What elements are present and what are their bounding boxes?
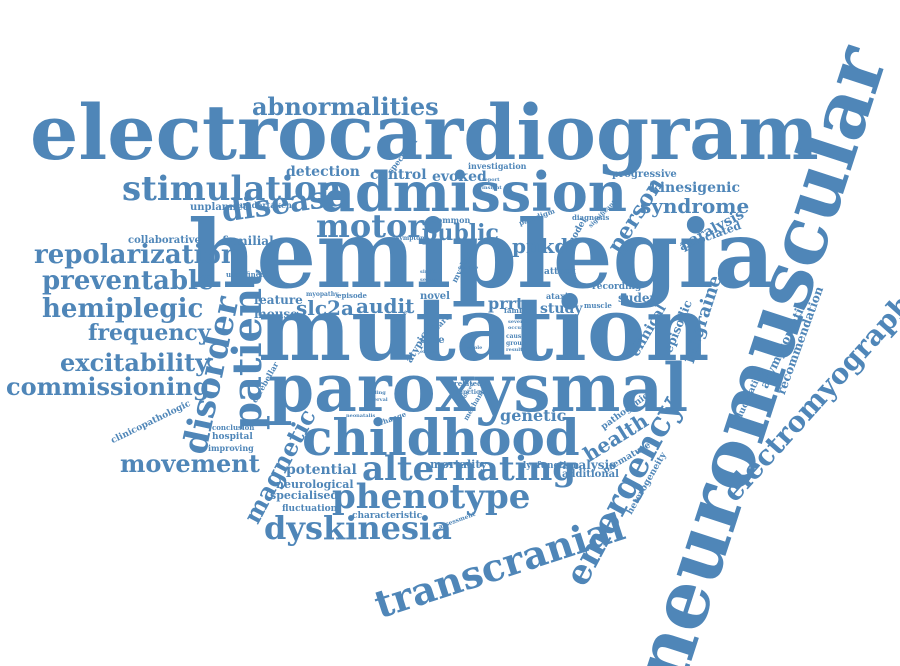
- word-syndrome: syndrome: [640, 194, 750, 218]
- word-hospital: hospital: [212, 432, 253, 442]
- word-phenotype: phenotype: [332, 477, 531, 517]
- word-myopathy: myopathy: [306, 291, 339, 298]
- word-detection: detection: [286, 164, 360, 180]
- word-hemiplegia: hemiplegia: [188, 200, 775, 310]
- word-insight: insight: [482, 185, 502, 191]
- word-episode: episode: [337, 291, 367, 300]
- word-undefined: undefined: [226, 270, 266, 279]
- word-mutation: mutation: [258, 277, 710, 381]
- word-ataxia: ataxia: [546, 291, 574, 301]
- word-motor: motor: [316, 207, 425, 245]
- word-muscle: muscle: [584, 301, 612, 310]
- word-admission: admission: [320, 160, 627, 224]
- word-neurological: neurological: [276, 478, 354, 491]
- word-stimulation: stimulation: [122, 169, 342, 209]
- word-slc2a: slc2a: [296, 296, 354, 320]
- word-hemiplegic: hemiplegic: [42, 294, 204, 324]
- word-additional: additional: [562, 469, 619, 480]
- word-finding: finding: [366, 390, 386, 396]
- word-common: common: [432, 215, 471, 225]
- word-whole: whole: [466, 345, 483, 351]
- word-progressive: progressive: [612, 169, 677, 180]
- word-dyskinesia: dyskinesia: [264, 509, 452, 547]
- word-occur: occur: [508, 325, 524, 331]
- word-genetic: genetic: [500, 406, 567, 425]
- word-novel: novel: [420, 291, 450, 302]
- word-preventable: preventable: [42, 266, 215, 296]
- word-potential: potential: [286, 462, 357, 478]
- word-mortality: mortality: [430, 458, 487, 471]
- word-several: several: [508, 319, 528, 325]
- word-effect: effect: [420, 349, 436, 355]
- word-frequency: frequency: [88, 320, 211, 346]
- word-conclusion: conclusion: [212, 423, 255, 432]
- word-mouse: mouse: [254, 307, 298, 321]
- word-report: report: [482, 177, 500, 183]
- word-single: single: [420, 269, 437, 275]
- word-series: series: [420, 277, 437, 283]
- word-group: group: [506, 340, 526, 347]
- word-unplanned: unplanned: [190, 202, 250, 213]
- word-paroxysmal: paroxysmal: [268, 349, 689, 427]
- word-decline: decline: [458, 265, 479, 271]
- word-audit: audit: [356, 294, 415, 318]
- word-diagnosis: diagnosis: [572, 213, 610, 222]
- word-kinesigenic: kinesigenic: [650, 180, 741, 196]
- word-symptom: symptom: [396, 235, 427, 242]
- word-feature: feature: [254, 293, 303, 307]
- word-related: related: [454, 379, 482, 388]
- word-sudep: sudep: [618, 291, 658, 305]
- word-recording: recording: [592, 282, 642, 292]
- word-dysfunction: dysfunction: [520, 461, 580, 471]
- word-abnormalities: abnormalities: [252, 92, 439, 121]
- word-prrt: prrt: [488, 294, 524, 313]
- word-evoked: evoked: [432, 169, 487, 185]
- word-specialised: specialised: [270, 489, 339, 502]
- word-investigation: investigation: [468, 161, 527, 171]
- word-neonatalis: neonatalis: [346, 413, 376, 419]
- word-collaborative: collaborative: [128, 235, 201, 246]
- word-result: result: [506, 347, 523, 353]
- word-characteristic: characteristic: [352, 511, 423, 521]
- word-fluctuation: fluctuation: [282, 504, 338, 514]
- word-improving: improving: [208, 443, 254, 453]
- word-movement: movement: [120, 449, 260, 478]
- word-pnkd: pnkd: [512, 234, 569, 258]
- word-interval: interval: [366, 397, 388, 403]
- word-analysis: analysis: [562, 458, 616, 472]
- word-study: study: [540, 301, 583, 317]
- word-commissioning: commissioning: [6, 372, 210, 401]
- word-attack: attack: [544, 267, 576, 277]
- word-alternating: alternating: [362, 449, 577, 489]
- word-control: control: [370, 167, 427, 183]
- word-excitability: excitability: [60, 348, 210, 377]
- word-undertaken: undertaken: [240, 200, 292, 210]
- word-families: families: [504, 306, 536, 315]
- word-function: function: [456, 389, 485, 396]
- word-case: case: [420, 335, 445, 346]
- word-public: public: [422, 220, 499, 246]
- word-cause: cause: [506, 333, 526, 340]
- word-electrocardiogram: electrocardiogram: [30, 88, 819, 177]
- word-childhood: childhood: [302, 408, 580, 467]
- word-repolarization: repolarization: [34, 240, 240, 270]
- word-familial: familial: [222, 234, 274, 248]
